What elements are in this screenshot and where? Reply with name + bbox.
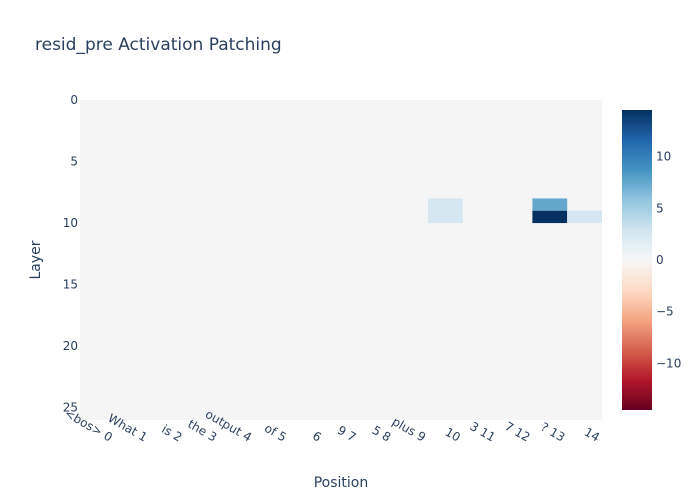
y-axis-title: Layer (28, 240, 44, 279)
x-tick-label: 14 (582, 425, 602, 445)
colorbar-ticks: 10 5 0 −5 −10 (656, 150, 681, 371)
heatmap-cell (428, 210, 463, 224)
heatmap-cell (567, 210, 602, 224)
plot-background (80, 100, 602, 420)
colorbar-tick-label: −10 (656, 356, 681, 370)
x-axis-title: Position (314, 475, 369, 491)
heatmap-cell (532, 198, 568, 211)
heatmap-cells (428, 198, 602, 224)
colorbar-tick-label: 10 (656, 150, 671, 164)
x-tick-label: 10 (443, 425, 463, 445)
chart-title: resid_pre Activation Patching (35, 35, 282, 55)
x-tick-label: is 2 (159, 422, 184, 445)
colorbar-tick-label: −5 (656, 305, 674, 319)
y-tick-label: 5 (70, 155, 78, 169)
heatmap-cell (532, 210, 568, 224)
y-tick-label: 0 (70, 93, 78, 107)
colorbar-tick-label: 5 (656, 201, 664, 215)
colorbar-tick-label: 0 (656, 253, 664, 267)
y-tick-label: 15 (63, 278, 78, 292)
x-tick-label: of 5 (262, 421, 289, 445)
y-axis-ticks: 0 5 10 15 20 25 (63, 93, 78, 415)
y-tick-label: 20 (63, 339, 78, 353)
x-tick-label: ? 13 (538, 420, 567, 445)
heatmap-cell (428, 198, 463, 211)
x-tick-label: 9 7 (335, 423, 359, 445)
y-tick-label: 25 (63, 401, 78, 415)
colorbar (622, 110, 652, 410)
y-tick-label: 10 (63, 216, 78, 230)
x-tick-label: 3 11 (468, 419, 498, 444)
x-tick-label: 7 12 (502, 419, 532, 444)
x-tick-label: 6 (310, 429, 324, 445)
